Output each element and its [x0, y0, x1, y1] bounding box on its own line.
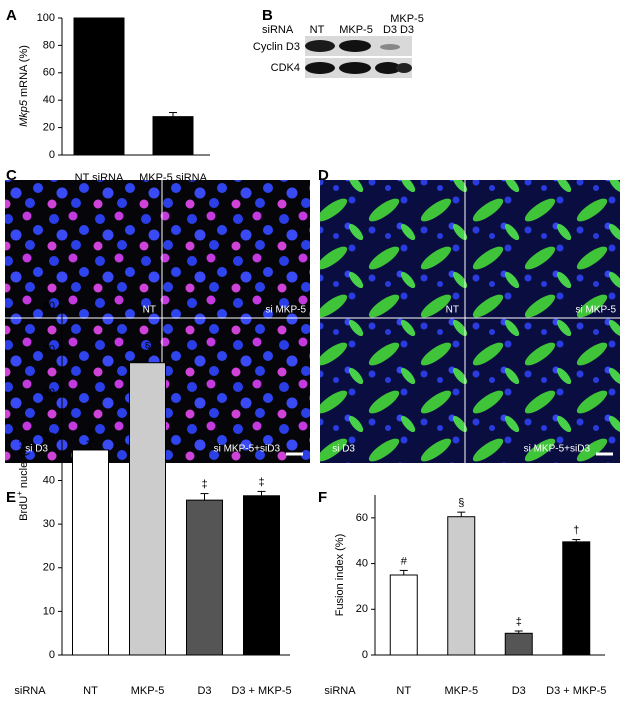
y-label-text: Fusion index (%) — [334, 534, 346, 617]
y-tick-label: 30 — [43, 518, 55, 530]
band — [305, 40, 335, 52]
lane-label: MKP-5 — [390, 13, 424, 25]
x-tick-label: NT — [396, 685, 411, 697]
bar — [152, 116, 194, 156]
y-tick-label: 50 — [43, 431, 55, 443]
y-label-text: nuclei (%) — [18, 439, 30, 488]
lane-label: MKP-5 — [339, 24, 373, 36]
panel-letter: B — [262, 7, 273, 24]
y-tick-label: 40 — [356, 557, 368, 569]
significance-mark: § — [458, 497, 464, 509]
x-tick-label: MKP-5 siRNA — [139, 172, 208, 184]
image-label: NT — [446, 305, 459, 316]
lane-label: NT — [310, 24, 325, 36]
significance-mark: ‡ — [258, 476, 264, 488]
x-tick-label: D3 + MKP-5 — [231, 685, 291, 697]
y-tick-label: 20 — [43, 122, 55, 134]
y-tick-label: 20 — [43, 562, 55, 574]
band — [339, 62, 371, 74]
significance-mark: # — [87, 426, 94, 438]
significance-mark: ‡ — [516, 616, 522, 628]
bar — [243, 495, 280, 656]
y-tick-label: 40 — [43, 474, 55, 486]
x-tick-label: MKP-5 — [444, 685, 478, 697]
significance-mark: # — [401, 555, 408, 567]
band — [305, 62, 335, 74]
band — [375, 62, 401, 74]
y-tick-label: 40 — [43, 94, 55, 106]
x-axis-label: siRNA — [324, 685, 356, 697]
image-label: si MKP-5 — [265, 305, 306, 316]
band — [339, 40, 371, 52]
bar — [562, 541, 591, 656]
band — [380, 44, 400, 50]
x-tick-label: D3 + MKP-5 — [546, 685, 606, 697]
x-tick-label: NT — [83, 685, 98, 697]
y-tick-label: 10 — [43, 605, 55, 617]
x-tick-label: MKP-5 — [131, 685, 165, 697]
blot-header: siRNA — [262, 24, 294, 36]
bar — [73, 17, 125, 156]
y-tick-label: 60 — [43, 387, 55, 399]
lane-label: D3 — [383, 24, 397, 36]
significance-mark: ‡ — [201, 478, 207, 490]
y-axis-label: Mkp5 mRNA (%) — [18, 45, 30, 127]
band — [396, 63, 412, 73]
panel-letter: D — [318, 167, 329, 184]
y-label-sup: + — [15, 491, 24, 496]
panel-letter: E — [6, 489, 16, 506]
y-tick-label: 60 — [43, 67, 55, 79]
y-axis-label: Fusion index (%) — [334, 534, 346, 617]
y-label-text: mRNA (%) — [18, 45, 30, 97]
image-label: si MKP-5+siD3 — [214, 444, 281, 455]
lane-label: D3 — [400, 24, 414, 36]
y-tick-label: 60 — [356, 512, 368, 524]
y-tick-label: 0 — [49, 649, 55, 661]
x-tick-label: D3 — [512, 685, 526, 697]
y-tick-label: 70 — [43, 344, 55, 356]
panel-letter: A — [6, 7, 17, 24]
x-axis-label: siRNA — [14, 685, 46, 697]
micrograph — [320, 180, 620, 463]
panel-letter: C — [6, 167, 17, 184]
x-tick-label: NT siRNA — [75, 172, 124, 184]
image-label: NT — [143, 305, 156, 316]
y-tick-label: 80 — [43, 300, 55, 312]
bar — [72, 449, 109, 656]
bar — [389, 574, 418, 656]
y-tick-label: 0 — [49, 149, 55, 161]
blot-row-label: CDK4 — [271, 62, 300, 74]
image-label: si MKP-5+siD3 — [524, 444, 591, 455]
significance-mark: § — [144, 341, 150, 353]
y-tick-label: 80 — [43, 39, 55, 51]
bar — [186, 499, 223, 656]
y-tick-label: 100 — [37, 12, 55, 24]
bar — [504, 632, 533, 656]
bar — [129, 362, 166, 656]
y-tick-label: 20 — [356, 603, 368, 615]
image-label: si D3 — [25, 444, 48, 455]
image-label: si D3 — [332, 444, 355, 455]
blot-row-label: Cyclin D3 — [253, 41, 300, 53]
x-tick-label: D3 — [197, 685, 211, 697]
significance-mark: † — [573, 524, 579, 536]
y-label-gene: Mkp5 — [18, 99, 30, 127]
image-label: si MKP-5 — [575, 305, 616, 316]
bar — [447, 516, 476, 656]
panel-letter: F — [318, 489, 327, 506]
y-tick-label: 0 — [362, 649, 368, 661]
y-label-text: BrdU — [18, 496, 30, 521]
y-axis-label: BrdU+ nuclei (%) — [15, 439, 30, 521]
